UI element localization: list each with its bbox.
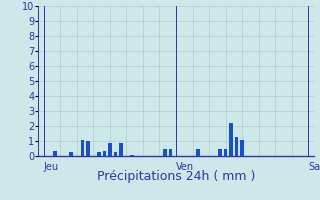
Text: Ven: Ven xyxy=(176,162,194,172)
Bar xyxy=(69,152,73,156)
Bar xyxy=(218,149,222,156)
Bar xyxy=(114,152,117,156)
Bar xyxy=(97,152,101,156)
Text: Jeu: Jeu xyxy=(44,162,59,172)
X-axis label: Précipitations 24h ( mm ): Précipitations 24h ( mm ) xyxy=(97,170,255,183)
Bar xyxy=(130,154,134,156)
Bar xyxy=(169,149,172,156)
Bar xyxy=(102,151,106,156)
Bar xyxy=(235,137,238,156)
Bar xyxy=(196,149,200,156)
Bar xyxy=(108,143,112,156)
Bar xyxy=(119,143,123,156)
Text: Sam: Sam xyxy=(308,162,320,172)
Bar xyxy=(163,149,167,156)
Bar xyxy=(240,140,244,156)
Bar xyxy=(224,148,228,156)
Bar xyxy=(53,151,57,156)
Bar xyxy=(229,123,233,156)
Bar xyxy=(81,140,84,156)
Bar xyxy=(86,141,90,156)
